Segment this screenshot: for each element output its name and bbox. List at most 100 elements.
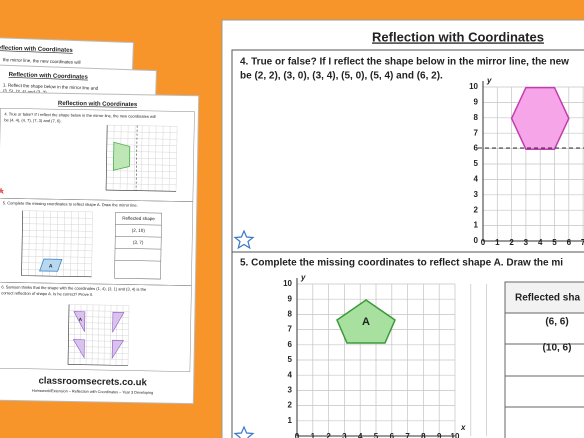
grid-line — [68, 358, 129, 360]
question-text: 6. Samson thinks that the shape with the… — [1, 284, 147, 292]
question-text: 5. Complete the missing coordinates to r… — [3, 200, 138, 207]
x-tick-label: 6 — [567, 238, 572, 247]
y-tick-label: 7 — [288, 325, 293, 334]
y-tick-label: 10 — [283, 279, 292, 288]
x-tick-label: 8 — [421, 432, 426, 438]
x-tick-label: 7 — [405, 432, 410, 438]
star-icon — [233, 425, 255, 438]
axis-line — [21, 210, 23, 276]
shape — [73, 311, 86, 332]
sheet-text: (3, 5), (3, 4) and (3, 2). — [3, 88, 48, 95]
y-tick-label: 0 — [474, 236, 479, 245]
y-tick-label: 4 — [288, 370, 293, 379]
axis-line — [67, 364, 128, 366]
y-tick-label: 10 — [469, 82, 478, 91]
y-tick-label: 5 — [474, 159, 479, 168]
grid-line — [168, 126, 171, 192]
x-tick-label: 3 — [524, 238, 529, 247]
x-tick-label: 3 — [342, 432, 347, 438]
grid-line — [127, 305, 130, 366]
table — [114, 212, 162, 280]
table: Reflected sha (6, 6) (10, 6) — [504, 281, 584, 438]
x-tick-label: 2 — [326, 432, 331, 438]
table-header-cell — [504, 281, 584, 314]
shape — [111, 339, 124, 360]
grid-line — [70, 211, 72, 277]
mirror-line — [135, 125, 138, 191]
sheet-title: Reflection with Coordinates — [0, 45, 74, 54]
shape — [72, 339, 85, 359]
footer: Homework/Extension – Reflection with Coo… — [32, 389, 153, 395]
y-tick-label: 8 — [288, 310, 293, 319]
sheet-text: the mirror line, the new coordinates wil… — [3, 57, 81, 65]
table-line — [115, 236, 162, 238]
x-tick-label: 10 — [451, 432, 460, 438]
y-axis-label: y — [300, 273, 306, 282]
y-tick-label: 9 — [288, 294, 293, 303]
grid-line — [121, 305, 124, 366]
axis-line — [67, 304, 70, 365]
shape-label: A — [362, 316, 370, 328]
grid-line — [21, 249, 92, 252]
star-icon — [0, 187, 4, 195]
sheet — [0, 91, 200, 405]
table-header: Reflected shape — [122, 216, 155, 222]
large-sheet — [221, 19, 584, 438]
grid-line — [63, 211, 65, 277]
y-tick-label: 1 — [474, 221, 479, 230]
grid-line — [77, 211, 79, 277]
table-header: Reflected sha — [515, 293, 580, 304]
x-tick-label: 1 — [311, 432, 316, 438]
question-text: correct reflection of shape A. Is he cor… — [1, 290, 93, 297]
star-icon — [233, 229, 255, 250]
shape — [112, 141, 131, 171]
sheet-title: Reflection with Coordinates — [372, 29, 544, 44]
y-tick-label: 2 — [288, 401, 293, 410]
y-tick-label: 3 — [474, 190, 479, 199]
question-text: 4. True or false? If I reflect the shape… — [4, 111, 155, 119]
axis-line — [106, 189, 177, 192]
x-tick-label: 4 — [358, 432, 363, 438]
table-line — [115, 224, 162, 226]
table-cell: (10, 6) — [543, 343, 572, 354]
grid-line — [22, 242, 93, 245]
x-tick-label: 5 — [374, 432, 379, 438]
question-box — [231, 251, 584, 438]
sheet-text: 1. Reflect the shape below in the mirror… — [3, 82, 99, 90]
y-tick-label: 3 — [288, 386, 293, 395]
x-axis-label: x — [460, 423, 466, 432]
grid-line — [161, 126, 164, 192]
sheet-title: Reflection with Coordinates — [58, 101, 138, 108]
grid-line — [175, 126, 178, 192]
grid-line — [106, 183, 177, 186]
shape-label: A — [49, 263, 53, 269]
table-cell: (2, 10) — [132, 228, 146, 233]
grid-line — [109, 305, 112, 366]
y-tick-label: 6 — [288, 340, 293, 349]
x-tick-label: 5 — [552, 238, 557, 247]
y-tick-label: 5 — [288, 355, 293, 364]
y-tick-label: 9 — [474, 98, 479, 107]
x-tick-label: 1 — [495, 238, 500, 247]
axis-line — [21, 275, 92, 278]
x-tick-label: 7 — [581, 238, 584, 247]
y-axis-label: y — [486, 76, 492, 85]
grid-line — [147, 125, 150, 191]
hexagon — [510, 86, 570, 150]
pentagon — [336, 299, 396, 344]
x-tick-label: 2 — [509, 238, 514, 247]
x-tick-label: 4 — [538, 238, 543, 247]
axis-line — [105, 125, 108, 191]
question-text: be (4, 4), (4, 7), (7, 3) and (7, 6). — [4, 117, 61, 123]
grid-line — [154, 125, 157, 191]
grid-line — [68, 352, 129, 354]
question-box — [0, 281, 192, 372]
shape — [39, 258, 63, 272]
front-sheet: Reflection with Coordinates 4. True or f… — [0, 91, 200, 405]
table-line — [115, 248, 162, 250]
y-tick-label: 6 — [474, 144, 479, 153]
grid-line — [21, 255, 92, 258]
grid-line — [84, 211, 86, 277]
mini-grid — [67, 304, 130, 366]
